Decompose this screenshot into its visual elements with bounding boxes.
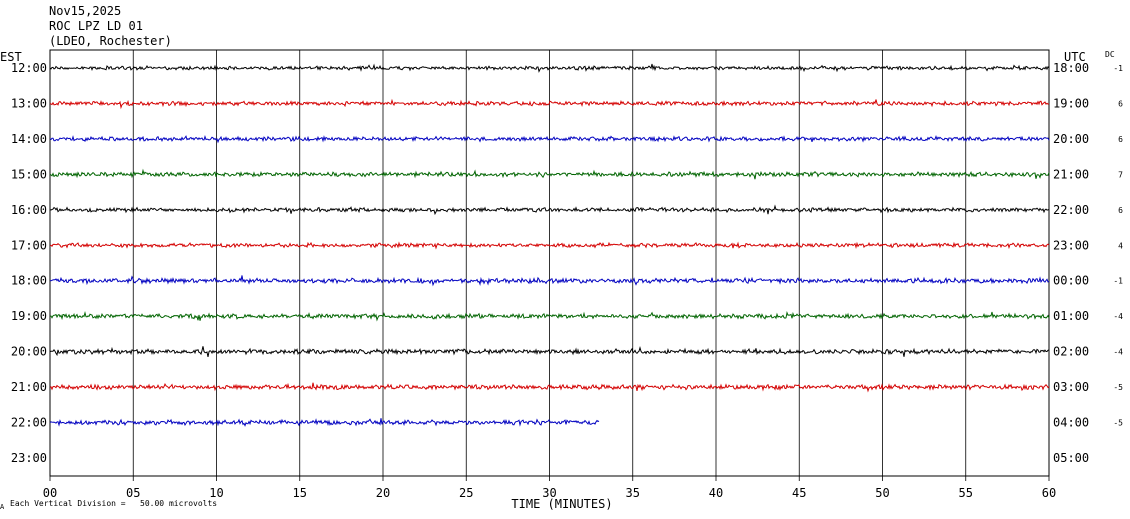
dc-offset-label: 6 (1118, 99, 1123, 108)
utc-time-label: 00:00 (1053, 274, 1089, 288)
dc-offset-label: -5 (1113, 419, 1123, 428)
dc-offset-label: 6 (1118, 206, 1123, 215)
est-time-label: 14:00 (11, 132, 47, 146)
est-time-label: 12:00 (11, 61, 47, 75)
record-date: Nov15,2025 (49, 4, 122, 18)
x-tick-label: 35 (626, 486, 640, 500)
seismic-trace (49, 275, 1050, 287)
seismic-trace (49, 310, 1050, 322)
utc-time-label: 21:00 (1053, 167, 1089, 181)
utc-time-label: 02:00 (1053, 345, 1089, 359)
utc-time-label: 18:00 (1053, 61, 1089, 75)
seismic-trace (49, 98, 1050, 110)
seismic-trace (49, 346, 1050, 357)
dc-offset-label: 6 (1118, 135, 1123, 144)
dc-offset-label: -5 (1113, 383, 1123, 392)
left-axis-label: EST (0, 50, 22, 64)
x-tick-label: 25 (459, 486, 473, 500)
dc-offset-label: -4 (1113, 312, 1123, 321)
est-time-label: 22:00 (11, 416, 47, 430)
est-time-label: 18:00 (11, 274, 47, 288)
est-time-label: 23:00 (11, 451, 47, 465)
est-time-label: 19:00 (11, 309, 47, 323)
dc-offset-label: -4 (1113, 348, 1123, 357)
utc-time-label: 05:00 (1053, 451, 1089, 465)
x-tick-label: 05 (126, 486, 140, 500)
seismic-trace (49, 63, 1050, 73)
seismic-trace (49, 204, 1050, 216)
est-time-label: 16:00 (11, 203, 47, 217)
scale-note: Each Vertical Division = 50.00 microvolt… (10, 499, 218, 508)
seismic-trace (49, 134, 1050, 144)
dc-offset-label: 7 (1118, 170, 1123, 179)
utc-time-label: 20:00 (1053, 132, 1089, 146)
dc-offset-label: -1 (1113, 64, 1123, 73)
utc-time-label: 23:00 (1053, 238, 1089, 252)
x-tick-label: 55 (959, 486, 973, 500)
est-time-label: 15:00 (11, 167, 47, 181)
est-time-label: 17:00 (11, 238, 47, 252)
utc-time-label: 03:00 (1053, 380, 1089, 394)
x-tick-label: 30 (542, 486, 556, 500)
utc-time-label: 19:00 (1053, 96, 1089, 110)
seismic-trace (49, 168, 1050, 180)
x-tick-label: 20 (376, 486, 390, 500)
utc-time-label: 01:00 (1053, 309, 1089, 323)
x-tick-label: 15 (293, 486, 307, 500)
footer-marker: A (0, 503, 5, 511)
utc-time-label: 22:00 (1053, 203, 1089, 217)
right-axis-label: UTC (1064, 50, 1086, 64)
x-tick-label: 45 (792, 486, 806, 500)
dc-offset-label: -1 (1113, 277, 1123, 286)
x-tick-label: 10 (209, 486, 223, 500)
seismic-trace (49, 418, 600, 427)
est-time-label: 20:00 (11, 345, 47, 359)
dc-offset-label: 4 (1118, 241, 1123, 250)
dc-label: DC (1105, 50, 1115, 59)
network-name: (LDEO, Rochester) (49, 34, 172, 48)
est-time-label: 13:00 (11, 96, 47, 110)
x-tick-label: 50 (875, 486, 889, 500)
utc-time-label: 04:00 (1053, 416, 1089, 430)
x-axis-label: TIME (MINUTES) (511, 497, 612, 511)
seismic-trace (49, 241, 1050, 250)
x-tick-label: 00 (43, 486, 57, 500)
station-code: ROC LPZ LD 01 (49, 19, 143, 33)
seismic-trace (49, 382, 1050, 393)
est-time-label: 21:00 (11, 380, 47, 394)
x-tick-label: 60 (1042, 486, 1056, 500)
x-tick-label: 40 (709, 486, 723, 500)
